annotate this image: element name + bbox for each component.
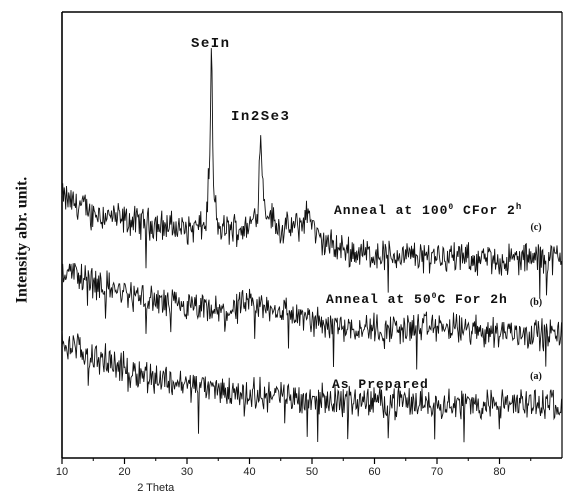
x-tick-label: 60	[368, 466, 380, 478]
peak-annotation: SeIn	[191, 36, 231, 52]
series-tag: (c)	[530, 222, 541, 233]
series-label-tail: CFor 2	[454, 203, 516, 218]
series-label: As Prepared	[332, 377, 429, 392]
x-tick-label: 50	[306, 466, 318, 478]
x-tick-label: 30	[181, 466, 193, 478]
x-tick-label: 20	[118, 466, 130, 478]
series-label-sup: h	[516, 202, 522, 212]
series-tag: (a)	[530, 371, 542, 382]
series-label: Anneal at 500C For 2h	[326, 292, 508, 307]
x-axis-label: 2 Theta	[137, 482, 175, 494]
series-label: Anneal at 1000 CFor 2h	[334, 202, 522, 218]
x-tick-label: 80	[493, 466, 505, 478]
peak-annotation: In2Se3	[231, 109, 290, 125]
series-tag: (b)	[530, 297, 542, 308]
degree-mark: 0	[432, 292, 438, 301]
x-tick-label: 40	[243, 466, 255, 478]
x-tick-label: 70	[431, 466, 443, 478]
series-label-tail: C For 2h	[437, 292, 507, 307]
series-line	[61, 330, 562, 443]
x-tick-label: 10	[56, 466, 68, 478]
series-line	[61, 48, 562, 299]
degree-mark: 0	[448, 203, 454, 212]
series-line	[61, 262, 562, 370]
